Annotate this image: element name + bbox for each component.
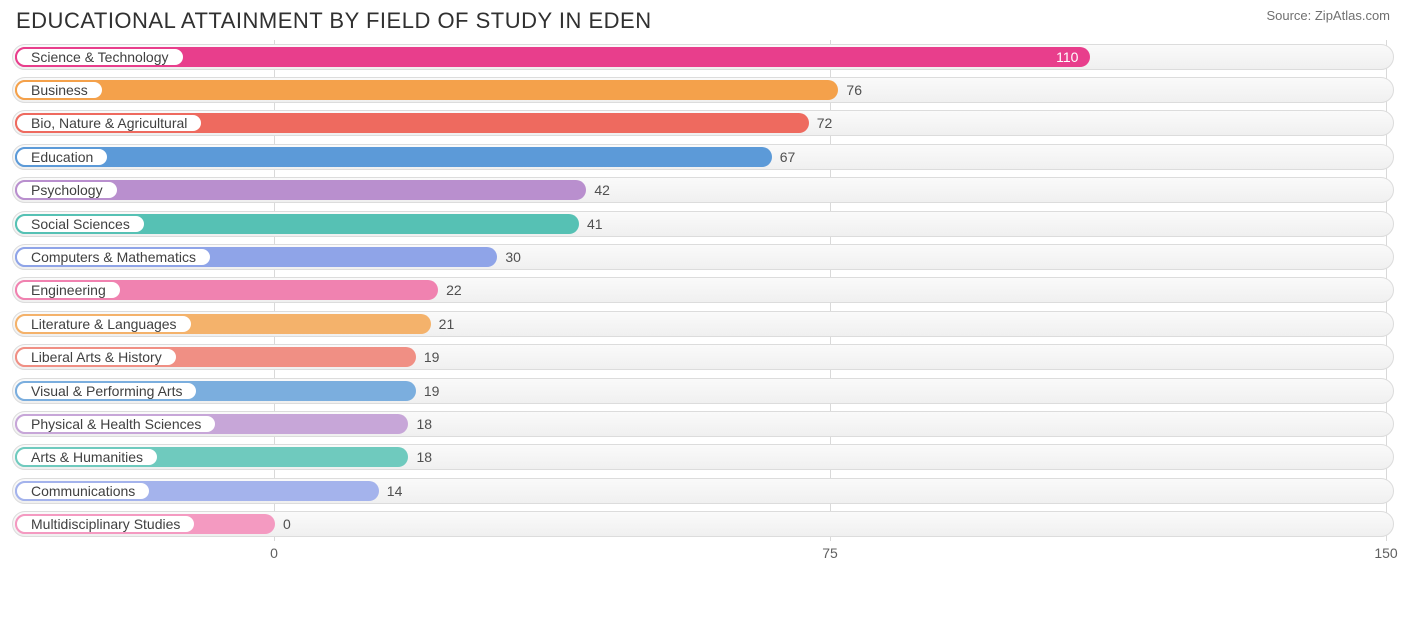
bar-track: Arts & Humanities 18	[12, 444, 1394, 470]
category-pill: Computers & Mathematics	[15, 247, 212, 267]
bar-track: Computers & Mathematics 30	[12, 244, 1394, 270]
bar-row: Arts & Humanities 18	[12, 441, 1394, 474]
chart-rows: Science & Technology110 Business 76 Bio, Na…	[12, 40, 1394, 541]
bar-track: Communications 14	[12, 478, 1394, 504]
category-pill: Literature & Languages	[15, 314, 193, 334]
chart-header: EDUCATIONAL ATTAINMENT BY FIELD OF STUDY…	[12, 8, 1394, 40]
value-label: 21	[431, 312, 455, 336]
value-label: 76	[838, 78, 862, 102]
bar-track: Education 67	[12, 144, 1394, 170]
value-label: 18	[408, 412, 432, 436]
value-label: 19	[416, 379, 440, 403]
value-label: 110	[13, 45, 1090, 69]
chart-title: EDUCATIONAL ATTAINMENT BY FIELD OF STUDY…	[16, 8, 652, 34]
chart-container: EDUCATIONAL ATTAINMENT BY FIELD OF STUDY…	[0, 0, 1406, 631]
value-label: 18	[408, 445, 432, 469]
bar-row: Multidisciplinary Studies 0	[12, 507, 1394, 540]
category-pill: Visual & Performing Arts	[15, 381, 198, 401]
value-label: 41	[579, 212, 603, 236]
value-label: 30	[497, 245, 521, 269]
category-pill: Psychology	[15, 180, 119, 200]
x-tick-label: 150	[1374, 545, 1397, 561]
value-label: 72	[809, 111, 833, 135]
category-pill: Social Sciences	[15, 214, 146, 234]
category-pill: Bio, Nature & Agricultural	[15, 113, 203, 133]
bar-track: Business 76	[12, 77, 1394, 103]
value-label: 67	[772, 145, 796, 169]
bar-track: Engineering 22	[12, 277, 1394, 303]
bar-row: Visual & Performing Arts 19	[12, 374, 1394, 407]
bar-track: Liberal Arts & History 19	[12, 344, 1394, 370]
category-pill: Liberal Arts & History	[15, 347, 178, 367]
bar-track: Multidisciplinary Studies 0	[12, 511, 1394, 537]
bar-row: Liberal Arts & History 19	[12, 341, 1394, 374]
bar-row: Science & Technology110	[12, 40, 1394, 73]
bar-track: Literature & Languages 21	[12, 311, 1394, 337]
bar-row: Business 76	[12, 73, 1394, 106]
bar-row: Psychology 42	[12, 174, 1394, 207]
chart-source: Source: ZipAtlas.com	[1266, 8, 1390, 23]
bar-row: Computers & Mathematics 30	[12, 240, 1394, 273]
value-label: 19	[416, 345, 440, 369]
x-tick-label: 0	[270, 545, 278, 561]
bar-row: Bio, Nature & Agricultural 72	[12, 107, 1394, 140]
bar-track: Bio, Nature & Agricultural 72	[12, 110, 1394, 136]
bar-track: Social Sciences 41	[12, 211, 1394, 237]
x-axis: 0 75 150	[12, 541, 1394, 567]
category-pill: Education	[15, 147, 109, 167]
category-pill: Physical & Health Sciences	[15, 414, 217, 434]
value-label: 22	[438, 278, 462, 302]
bar-row: Physical & Health Sciences 18	[12, 407, 1394, 440]
category-pill: Multidisciplinary Studies	[15, 514, 196, 534]
bar-track: Visual & Performing Arts 19	[12, 378, 1394, 404]
value-label: 0	[275, 512, 291, 536]
value-label: 42	[586, 178, 610, 202]
category-pill: Engineering	[15, 280, 122, 300]
chart-plot: Science & Technology110 Business 76 Bio, Na…	[12, 40, 1394, 567]
bar-row: Education 67	[12, 140, 1394, 173]
bar-row: Engineering 22	[12, 274, 1394, 307]
category-pill: Business	[15, 80, 104, 100]
x-tick-label: 75	[822, 545, 838, 561]
bar-track: Science & Technology110	[12, 44, 1394, 70]
bar	[15, 147, 772, 167]
category-pill: Arts & Humanities	[15, 447, 159, 467]
value-label: 14	[379, 479, 403, 503]
bar-row: Communications 14	[12, 474, 1394, 507]
bar	[15, 80, 838, 100]
bar-track: Psychology 42	[12, 177, 1394, 203]
bar-track: Physical & Health Sciences 18	[12, 411, 1394, 437]
bar-row: Social Sciences 41	[12, 207, 1394, 240]
bar-row: Literature & Languages 21	[12, 307, 1394, 340]
category-pill: Communications	[15, 481, 151, 501]
